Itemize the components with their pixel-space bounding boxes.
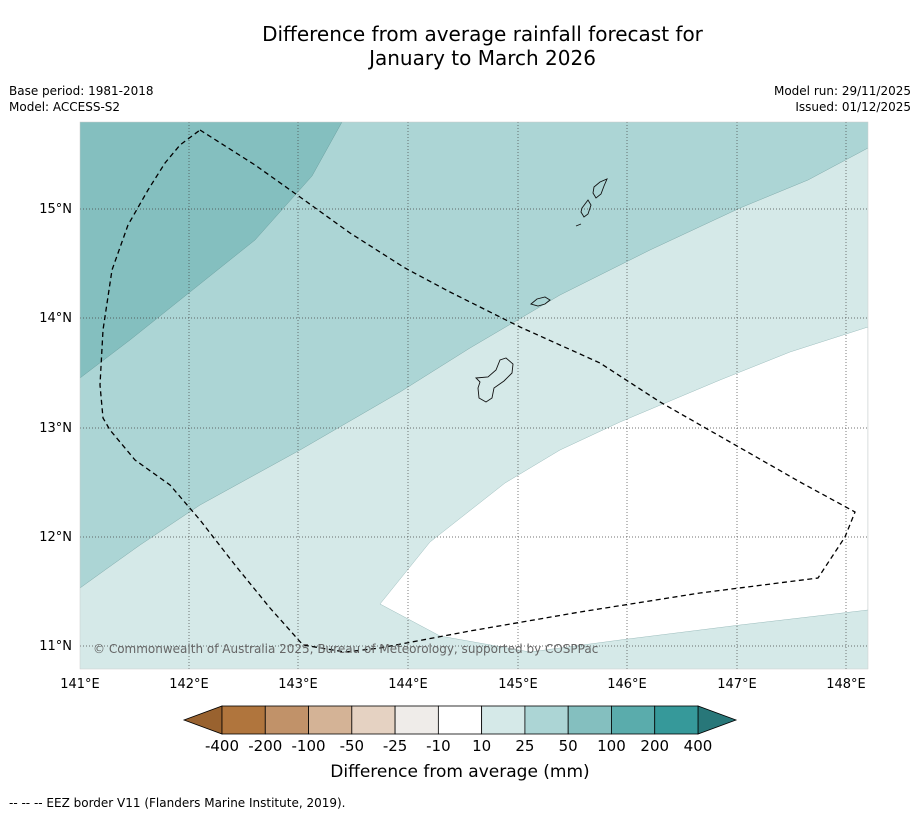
lon-label: 143°E [278, 677, 318, 692]
colorbar-bin [611, 705, 656, 735]
island-rota[interactable] [530, 296, 551, 307]
eez-border [99, 129, 856, 653]
colorbar-over-arrow [697, 705, 738, 735]
base-period: Base period: 1981-2018 [9, 84, 154, 98]
colorbar-bin [437, 705, 483, 735]
lon-label: 145°E [498, 677, 538, 692]
colorbar-tick-label: -50 [340, 737, 365, 755]
meta-right: Model run: 29/11/2025 Issued: 01/12/2025 [774, 83, 911, 115]
lat-label: 14°N [39, 311, 72, 326]
island-guam[interactable] [474, 357, 514, 403]
chart-title: Difference from average rainfall forecas… [0, 22, 919, 70]
graticule [80, 122, 868, 669]
colorbar-tick-label: -10 [426, 737, 451, 755]
model-run: Model run: 29/11/2025 [773, 84, 911, 98]
colorbar-tick-label: -100 [292, 737, 326, 755]
lon-label: 148°E [826, 677, 866, 692]
colorbar-bin [481, 705, 526, 735]
lat-label: 15°N [39, 202, 72, 217]
copyright-text: © Commonwealth of Australia 2025, Bureau… [93, 642, 598, 656]
colorbar-bin [654, 705, 699, 735]
map-frame [79, 121, 869, 670]
title-line-2: January to March 2026 [369, 46, 596, 70]
lon-label: 146°E [607, 677, 647, 692]
colorbar-bin [264, 705, 309, 735]
colorbar-bin [308, 705, 353, 735]
lon-label: 142°E [169, 677, 209, 692]
island-aguijan[interactable] [575, 223, 582, 227]
lon-labels: 141°E 142°E 143°E 144°E 145°E 146°E 147°… [60, 677, 866, 692]
colorbar-tick-label: 10 [472, 737, 491, 755]
colorbar-tick-label: -200 [248, 737, 282, 755]
colorbar-tick-label: -400 [205, 737, 239, 755]
issued-date: Issued: 01/12/2025 [795, 100, 911, 114]
model-name: Model: ACCESS-S2 [9, 100, 121, 114]
map-area[interactable]: © Commonwealth of Australia 2025, Bureau… [80, 122, 868, 669]
colorbar-bin [524, 705, 569, 735]
lon-label: 141°E [60, 677, 100, 692]
contour-25 [80, 147, 868, 589]
colorbar: -400 -200 -100 -50 -25 -10 10 25 50 100 200 400 [182, 705, 738, 755]
colorbar-tick-label: 50 [559, 737, 578, 755]
eez-footnote: -- -- -- EEZ border V11 (Flanders Marine… [9, 796, 346, 810]
colorbar-bin [351, 705, 396, 735]
lat-labels: 15°N 14°N 13°N 12°N 11°N [39, 202, 72, 654]
colorbar-bin [221, 705, 266, 735]
lat-label: 12°N [39, 530, 72, 545]
lon-label: 147°E [717, 677, 757, 692]
shade-25-50 [80, 122, 868, 588]
contour-50 [80, 122, 343, 379]
colorbar-bin [394, 705, 439, 735]
colorbar-tick-label: -25 [383, 737, 408, 755]
title-line-1: Difference from average rainfall forecas… [262, 22, 703, 46]
shade-50-100 [80, 122, 342, 378]
colorbar-tick-label: 25 [515, 737, 534, 755]
shade-neutral [379, 326, 868, 653]
lat-label: 11°N [39, 639, 72, 654]
island-tinian[interactable] [580, 199, 592, 218]
lon-label: 144°E [388, 677, 428, 692]
colorbar-tick-label: 100 [597, 737, 626, 755]
meta-left: Base period: 1981-2018 Model: ACCESS-S2 [9, 83, 154, 115]
lat-label: 13°N [39, 421, 72, 436]
island-saipan[interactable] [592, 178, 608, 199]
colorbar-tick-label: 200 [640, 737, 669, 755]
colorbar-bin [567, 705, 612, 735]
colorbar-under-arrow [182, 705, 223, 735]
colorbar-title: Difference from average (mm) [330, 762, 590, 782]
colorbar-tick-label: 400 [684, 737, 713, 755]
